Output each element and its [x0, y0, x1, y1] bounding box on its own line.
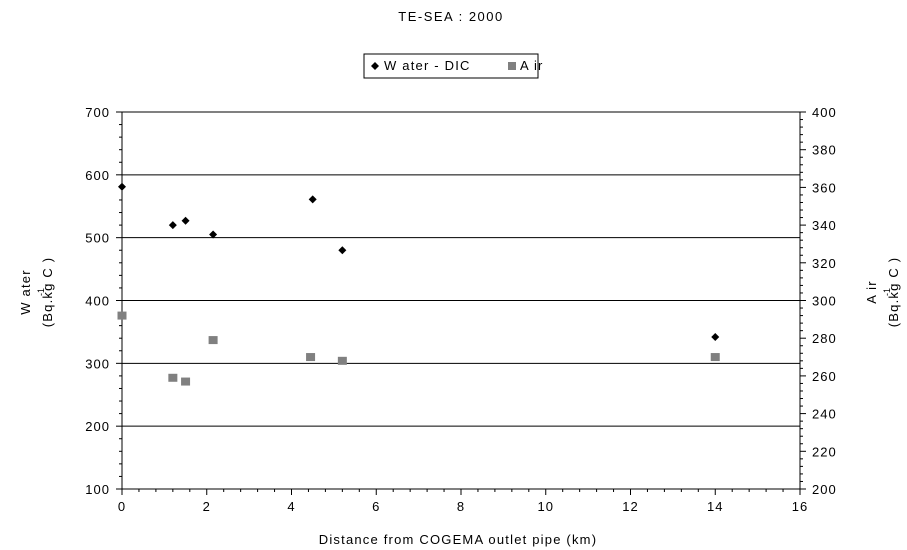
y-left-tick-label: 400 [85, 294, 110, 309]
y-right-axis-label: A ir (Bq.kg C ) -1 [864, 257, 901, 328]
y-left-label-line1: W ater [18, 269, 33, 314]
y-right-ticks: 200 220 240 260 280 300 320 340 360 380 400 [800, 105, 837, 497]
x-tick-label: 4 [287, 499, 295, 514]
y-right-tick-label: 400 [812, 105, 837, 120]
x-tick-label: 16 [792, 499, 808, 514]
water-dic-point [168, 221, 177, 230]
y-right-tick-label: 240 [812, 407, 837, 422]
water-dic-point [118, 182, 126, 191]
legend-label-water: W ater - DIC [384, 58, 471, 73]
y-right-tick-label: 200 [812, 482, 837, 497]
air-point [117, 311, 127, 320]
x-tick-label: 6 [372, 499, 380, 514]
y-left-tick-label: 100 [85, 482, 110, 497]
air-point [208, 336, 218, 345]
legend-label-air: A ir [520, 58, 544, 73]
chart-title: TE-SEA : 2000 [398, 9, 504, 24]
y-right-tick-label: 260 [812, 369, 837, 384]
air-point [168, 373, 178, 382]
y-left-tick-label: 500 [85, 231, 110, 246]
x-tick-label: 10 [538, 499, 554, 514]
air-point [306, 353, 316, 362]
y-left-tick-label: 600 [85, 168, 110, 183]
x-tick-label: 0 [118, 499, 126, 514]
y-right-tick-label: 340 [812, 218, 837, 233]
x-tick-label: 12 [622, 499, 638, 514]
air-point [710, 353, 720, 362]
y-right-label-line1: A ir [864, 280, 879, 304]
water-dic-point [181, 216, 190, 225]
y-right-tick-label: 220 [812, 444, 837, 459]
gridlines [122, 111, 800, 427]
air-point [337, 356, 347, 365]
air-point [181, 377, 191, 386]
y-right-label-line2: (Bq.kg C ) [886, 257, 901, 328]
legend-marker-air [508, 62, 516, 70]
y-right-tick-label: 320 [812, 256, 837, 271]
y-left-ticks: 100 200 300 400 500 600 700 [85, 105, 122, 497]
y-right-tick-label: 380 [812, 143, 837, 158]
y-left-axis-label: W ater (Bq.kg C ) -1 [18, 257, 55, 328]
y-right-tick-label: 300 [812, 294, 837, 309]
y-left-tick-label: 200 [85, 419, 110, 434]
y-left-label-line2: (Bq.kg C ) [40, 257, 55, 328]
y-right-tick-label: 360 [812, 180, 837, 195]
y-left-label-sup: -1 [36, 288, 46, 296]
water-dic-point [308, 195, 317, 204]
data-marks [117, 182, 720, 386]
y-left-tick-label: 700 [85, 105, 110, 120]
legend: W ater - DIC A ir [363, 53, 544, 79]
x-tick-label: 8 [457, 499, 465, 514]
y-right-label-sup: -1 [882, 288, 892, 296]
water-dic-point [209, 230, 218, 239]
y-right-tick-label: 280 [812, 331, 837, 346]
water-dic-point [711, 332, 720, 341]
legend-marker-water [371, 62, 379, 70]
x-ticks: 0 2 4 6 8 10 12 14 16 [118, 489, 808, 514]
x-axis-label: Distance from COGEMA outlet pipe (km) [319, 532, 597, 547]
x-tick-label: 2 [203, 499, 211, 514]
y-left-tick-label: 300 [85, 356, 110, 371]
water-dic-point [338, 246, 347, 255]
x-tick-label: 14 [707, 499, 723, 514]
